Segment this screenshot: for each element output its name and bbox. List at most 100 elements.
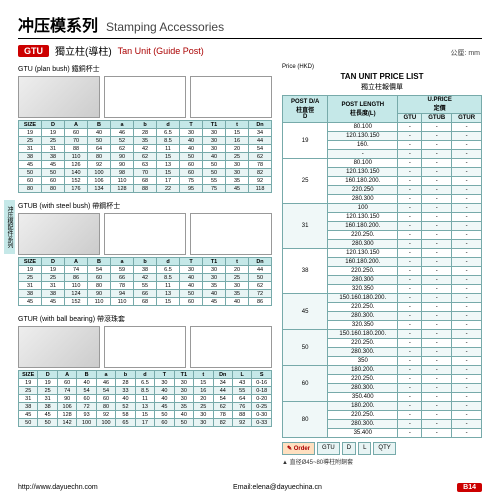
cell: 94 — [111, 290, 134, 298]
col-header: D — [42, 258, 65, 266]
cell: - — [398, 393, 422, 402]
cell: 70 — [134, 169, 157, 177]
cell: 16 — [194, 387, 213, 395]
cell: 25 — [194, 403, 213, 411]
cell: 106 — [88, 177, 111, 185]
cell: 60 — [180, 169, 203, 177]
tech-drawing — [190, 326, 272, 368]
cell: 30 — [194, 419, 213, 427]
cell: 31 — [19, 145, 42, 153]
cell: 98 — [111, 169, 134, 177]
cell: 40 — [77, 379, 96, 387]
cell: 45 — [42, 298, 65, 306]
cell: 19 — [19, 379, 38, 387]
cell: 60 — [57, 379, 76, 387]
cell: - — [422, 168, 452, 177]
cell: 40 — [174, 411, 193, 419]
cell: 50 — [203, 161, 226, 169]
cell: 25 — [283, 159, 328, 204]
spec-table: SIZEDABabdTT1tDn1919745459386.5303020442… — [18, 257, 272, 306]
table-row: 38381108090621550402562 — [19, 153, 272, 161]
table-row: 2525866066428.540302550 — [19, 274, 272, 282]
cell: 142 — [57, 419, 76, 427]
footer-email: Email:elena@dayuechina.cn — [233, 484, 322, 491]
cell: 15 — [135, 411, 154, 419]
table-row: 1919604046286.530301534 — [19, 129, 272, 137]
col-header: a — [96, 371, 115, 379]
cell: 28 — [116, 379, 135, 387]
col-header: B — [88, 258, 111, 266]
cell: 30 — [203, 137, 226, 145]
cell: 43 — [232, 379, 251, 387]
cell: - — [422, 411, 452, 420]
cell: 15 — [226, 129, 249, 137]
col-header: T — [180, 121, 203, 129]
cell: - — [422, 339, 452, 348]
cell: 34 — [213, 379, 232, 387]
cell: - — [422, 258, 452, 267]
footer: http://www.dayuechn.com Email:elena@dayu… — [18, 483, 482, 492]
cell: 350 — [328, 357, 398, 366]
cell: 30 — [155, 379, 174, 387]
cell: - — [398, 321, 422, 330]
table-row: 6060152106110681775553592 — [19, 177, 272, 185]
cell: 30 — [226, 169, 249, 177]
cell: 220.250. — [328, 267, 398, 276]
col-header: b — [134, 258, 157, 266]
cell: 6.5 — [157, 266, 180, 274]
cell: 25 — [226, 274, 249, 282]
col-header: POST D/A柱直徑D — [283, 96, 328, 123]
cell: - — [422, 213, 452, 222]
col-header: D — [42, 121, 65, 129]
cell: 100 — [88, 169, 111, 177]
cell: 92 — [96, 411, 115, 419]
spec-table: SIZEDABabdTT1tDnLS1919604046286.53030153… — [18, 370, 272, 427]
col-header: B — [88, 121, 111, 129]
cell: - — [452, 177, 482, 186]
table-row: 4545152110110681560454086 — [19, 298, 272, 306]
cell: 60 — [180, 161, 203, 169]
cell: 31 — [38, 395, 57, 403]
cell: 128 — [111, 185, 134, 193]
cell: 62 — [111, 145, 134, 153]
price-sub: 獨立柱報價單 — [282, 82, 482, 92]
col-header: b — [134, 121, 157, 129]
col-header: S — [252, 371, 272, 379]
cell: - — [452, 213, 482, 222]
cell: 30 — [226, 282, 249, 290]
cell: - — [422, 375, 452, 384]
cell: 75 — [180, 177, 203, 185]
cell: 40 — [180, 137, 203, 145]
cell: - — [398, 303, 422, 312]
cell: 60 — [155, 419, 174, 427]
cell: 54 — [88, 266, 111, 274]
cell: 34 — [249, 129, 272, 137]
col-header: a — [111, 121, 134, 129]
cell: 92 — [232, 419, 251, 427]
cell: 16 — [226, 137, 249, 145]
cell: - — [422, 402, 452, 411]
cell: - — [422, 276, 452, 285]
cell: - — [422, 159, 452, 168]
table-row: 31311108078551140353062 — [19, 282, 272, 290]
cell: 280.300 — [328, 240, 398, 249]
cell: 86 — [249, 298, 272, 306]
cell: 13 — [157, 290, 180, 298]
cell: 118 — [249, 185, 272, 193]
col-header: T1 — [203, 121, 226, 129]
tech-drawing — [190, 213, 272, 255]
table-row: 1919745459386.530302044 — [19, 266, 272, 274]
cell: 220.250. — [328, 375, 398, 384]
cell: 42 — [134, 274, 157, 282]
cell: 13 — [135, 403, 154, 411]
cell: 128 — [57, 411, 76, 419]
cell: 320.350 — [328, 321, 398, 330]
cell: 63 — [134, 161, 157, 169]
cell: 88 — [65, 145, 88, 153]
note: ▲ 直径Ø45~80導柱附銅套 — [282, 457, 482, 466]
cell: 45 — [19, 411, 38, 419]
cell: - — [398, 357, 422, 366]
cell: 30 — [174, 387, 193, 395]
cell: - — [452, 285, 482, 294]
cell: - — [422, 150, 452, 159]
